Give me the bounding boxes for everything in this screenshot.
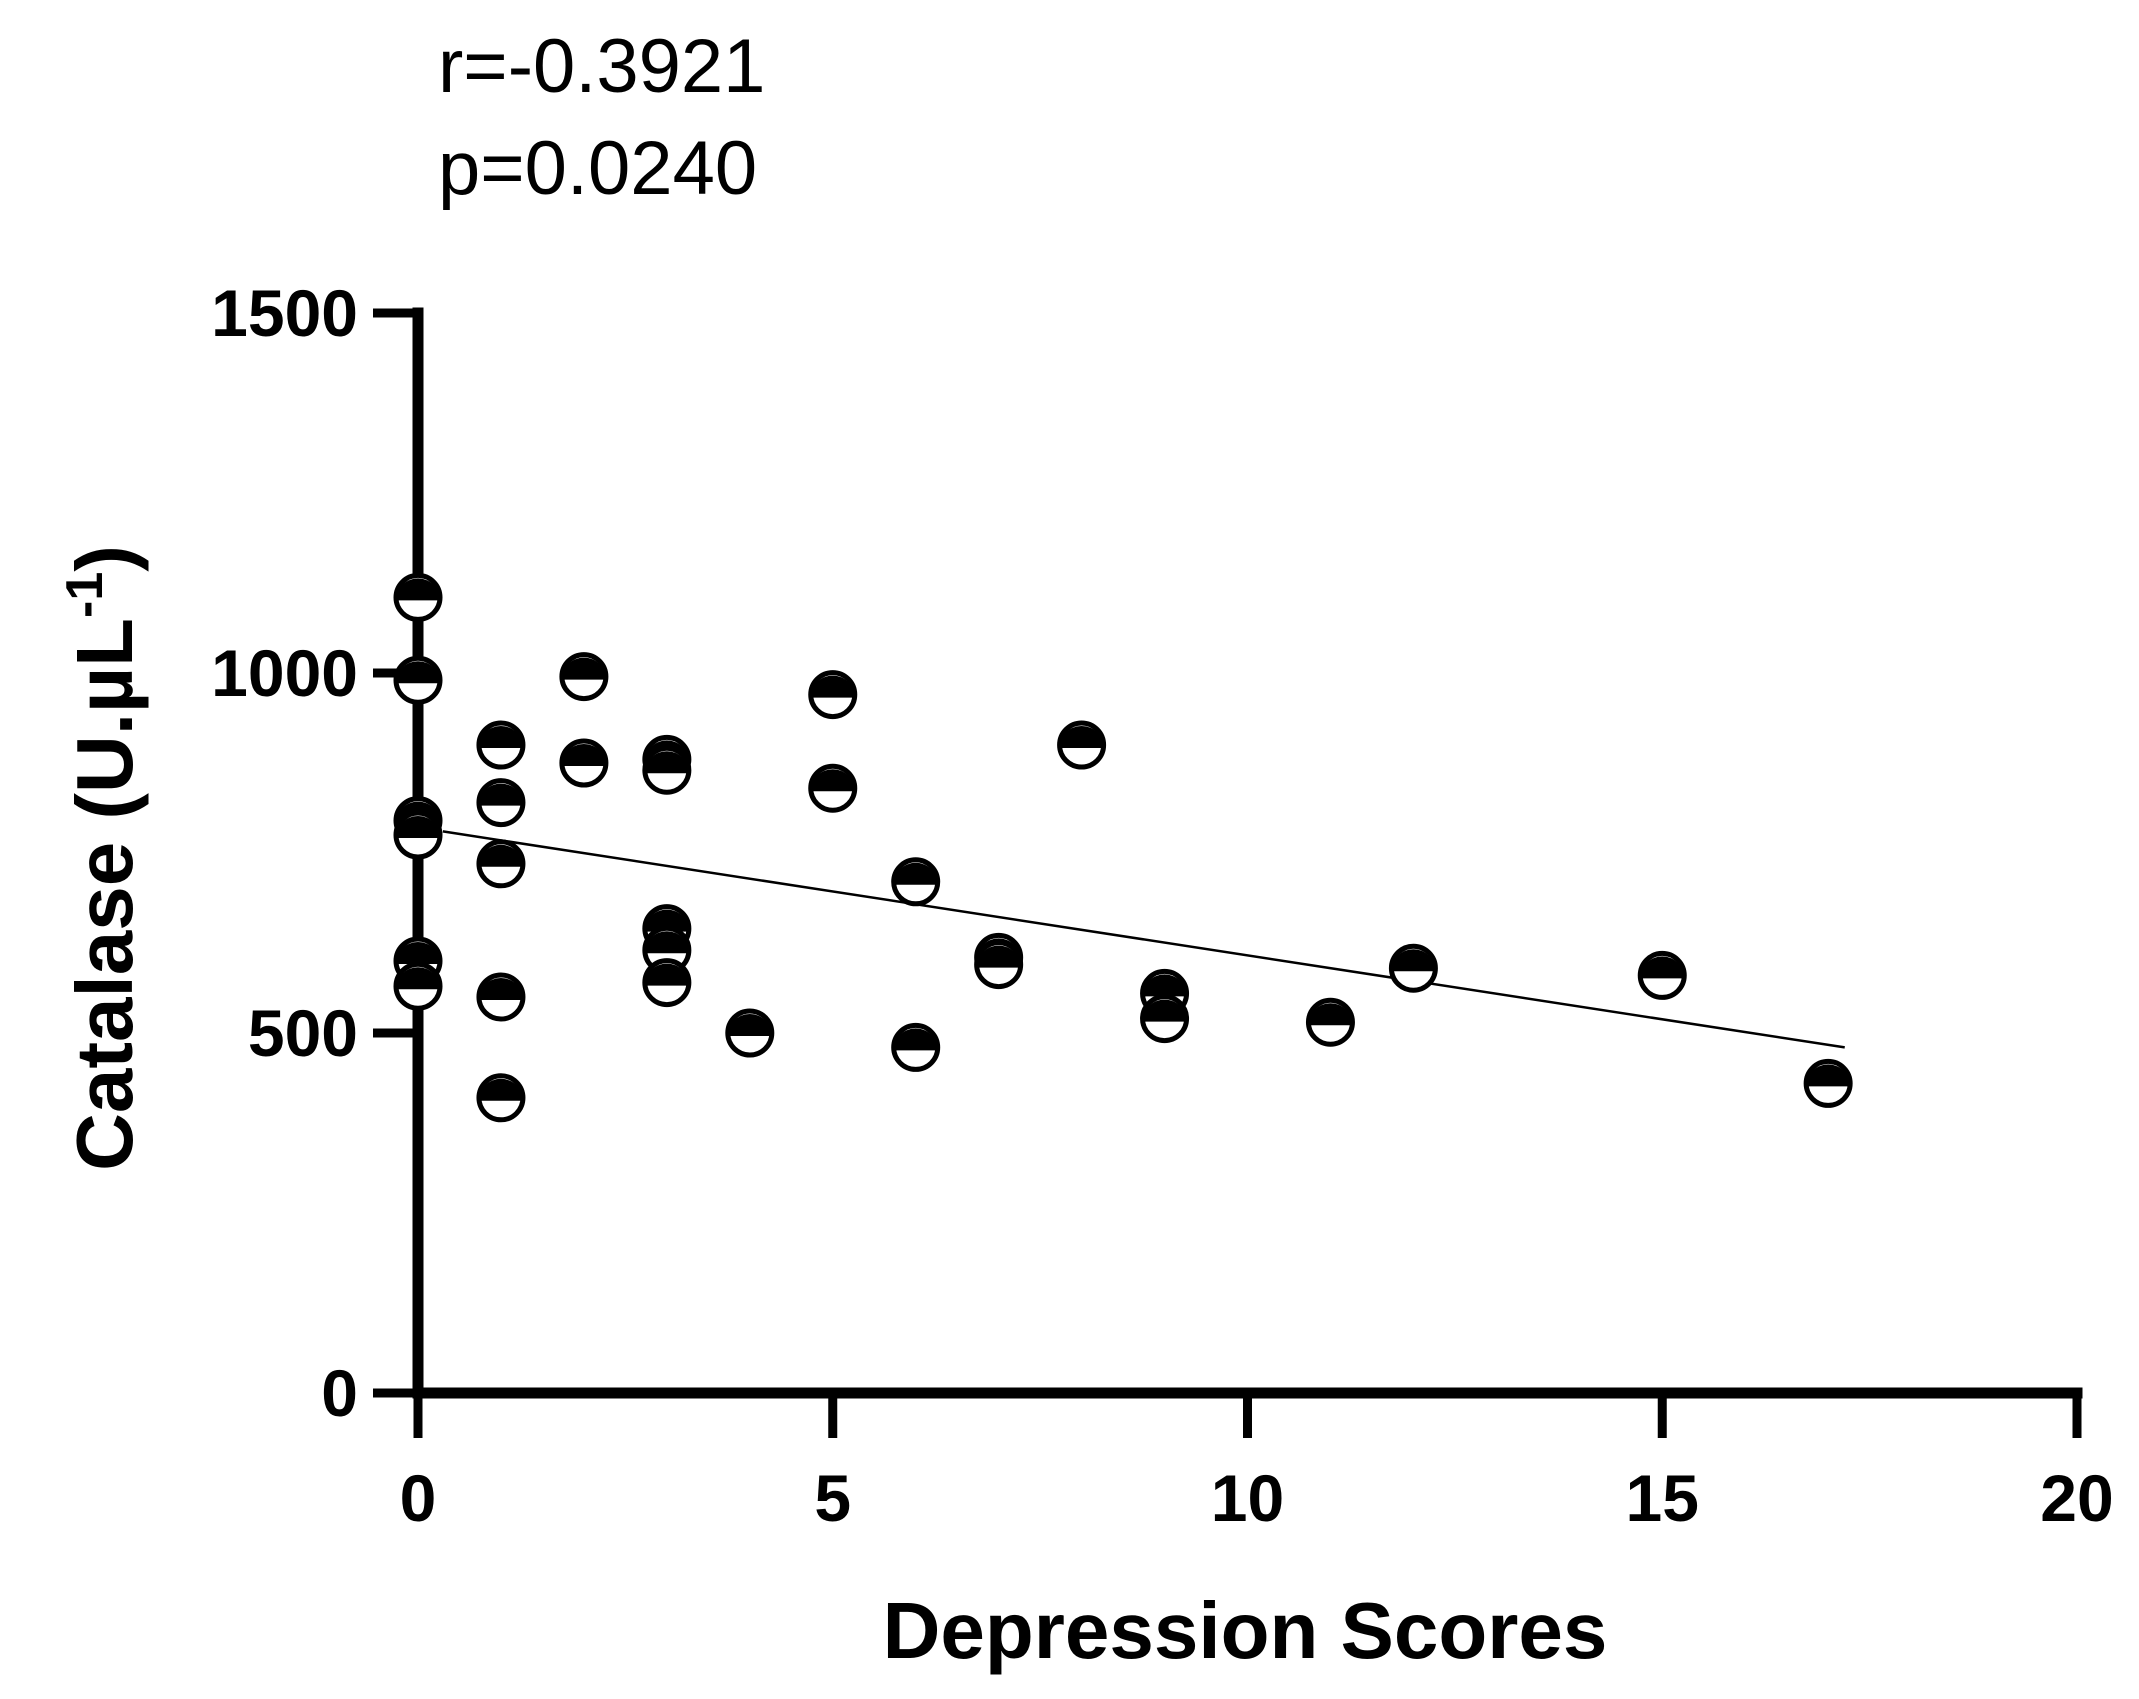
data-point — [891, 857, 941, 907]
data-point — [1803, 1058, 1853, 1108]
statistics-annotation: r=-0.3921 p=0.0240 — [438, 24, 765, 211]
data-point — [393, 655, 443, 705]
data-point — [808, 670, 858, 720]
p-value-annotation: p=0.0240 — [438, 126, 757, 211]
data-point — [393, 961, 443, 1011]
y-axis-title: Catalase (U.µL-1) — [56, 545, 149, 1171]
y-axis-ticks: 0 500 1000 1500 — [211, 276, 418, 1430]
data-point — [1057, 720, 1107, 770]
x-tick-label: 10 — [1211, 1461, 1284, 1535]
data-point — [476, 778, 526, 828]
data-point — [808, 763, 858, 813]
data-point — [559, 738, 609, 788]
y-axis-title-close: ) — [60, 545, 149, 572]
x-tick-label: 15 — [1626, 1461, 1699, 1535]
data-point — [393, 810, 443, 860]
data-point — [974, 940, 1024, 990]
data-point — [476, 839, 526, 889]
y-axis-title-main: Catalase (U.µL — [60, 618, 149, 1171]
r-value-annotation: r=-0.3921 — [438, 24, 765, 109]
data-points — [393, 572, 1853, 1123]
data-point — [891, 1022, 941, 1072]
y-tick-label: 1500 — [211, 276, 358, 350]
y-tick-label: 0 — [321, 1356, 358, 1430]
x-axis-ticks: 0 5 10 15 20 — [400, 1393, 2114, 1535]
data-point — [476, 972, 526, 1022]
y-tick-label: 500 — [248, 996, 358, 1070]
x-tick-label: 5 — [814, 1461, 851, 1535]
data-point — [642, 958, 692, 1008]
x-axis-title: Depression Scores — [883, 1586, 1608, 1675]
data-point — [1637, 950, 1687, 1000]
data-point — [1388, 943, 1438, 993]
axes — [412, 307, 2083, 1399]
data-point — [725, 1008, 775, 1058]
y-tick-label: 1000 — [211, 636, 358, 710]
x-tick-label: 20 — [2040, 1461, 2113, 1535]
data-point — [1140, 994, 1190, 1044]
y-axis-title-superscript: -1 — [56, 572, 114, 618]
data-point — [1305, 997, 1355, 1047]
data-point — [559, 652, 609, 702]
regression-line — [442, 830, 1845, 1049]
data-point — [476, 1073, 526, 1123]
data-point — [476, 720, 526, 770]
x-tick-label: 0 — [400, 1461, 437, 1535]
data-point — [642, 745, 692, 795]
data-point — [393, 572, 443, 622]
